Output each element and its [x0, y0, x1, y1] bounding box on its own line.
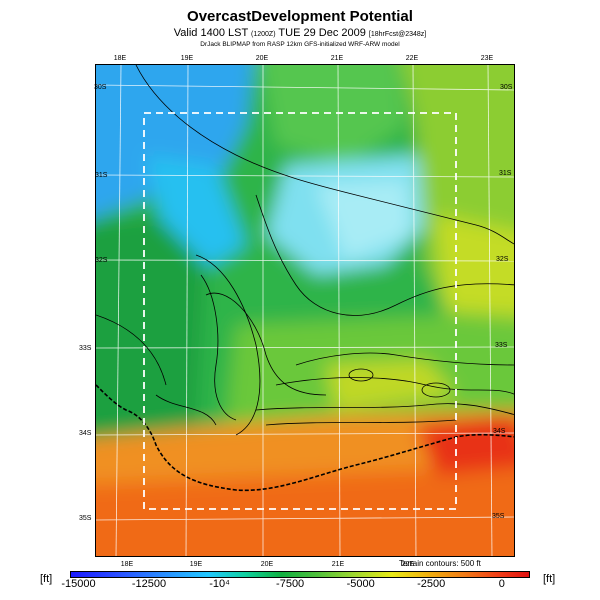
- lat-right-label: 30S: [500, 84, 513, 91]
- overcast-potential-map: [96, 65, 514, 556]
- graticule: [96, 65, 514, 556]
- legend-tick-label: -2500: [417, 578, 446, 590]
- color-scale-bar: [70, 571, 530, 578]
- lon-top-label: 23E: [480, 55, 494, 62]
- legend-tick-label: 0: [498, 578, 505, 590]
- lat-left-label: 33S: [79, 345, 92, 352]
- legend-tick-label: -5000: [346, 578, 375, 590]
- valid-time-utc: (1200Z): [251, 31, 276, 38]
- lon-top-label: 19E: [180, 55, 194, 62]
- lon-bottom-label: 21E: [331, 561, 345, 568]
- lon-top-label: 21E: [330, 55, 344, 62]
- coastline: [96, 384, 514, 492]
- valid-time-main: Valid 1400 LST: [173, 27, 248, 39]
- lat-left-label: 30S: [94, 84, 107, 91]
- lat-right-label: 32S: [496, 256, 509, 263]
- terrain-contour-note: Terrain contours: 500 ft: [399, 559, 481, 568]
- legend-tick-label: -10⁴: [209, 578, 230, 590]
- forecast-hour: [18hrFcst@2348z]: [368, 31, 427, 38]
- domain-boundary: [143, 112, 457, 510]
- legend-tick-label: -12500: [131, 578, 167, 590]
- legend-tick-label: -7500: [276, 578, 305, 590]
- lon-bottom-label: 19E: [189, 561, 203, 568]
- lat-right-label: 31S: [499, 170, 512, 177]
- legend-unit-left: [ft]: [40, 573, 53, 585]
- lon-bottom-label: 18E: [120, 561, 134, 568]
- valid-time: Valid 1400 LST (1200Z) TUE 29 Dec 2009 […: [0, 27, 600, 39]
- lat-right-label: 34S: [493, 428, 506, 435]
- lat-right-label: 35S: [492, 513, 505, 520]
- legend-unit-right: [ft]: [543, 573, 556, 585]
- lat-left-label: 35S: [79, 515, 92, 522]
- map-panel[interactable]: [95, 64, 515, 557]
- lat-left-label: 32S: [95, 257, 108, 264]
- model-credits: DrJack BLIPMAP from RASP 12km GFS-initia…: [200, 41, 400, 48]
- lat-right-label: 33S: [495, 342, 508, 349]
- lon-top-label: 20E: [255, 55, 269, 62]
- legend-tick-label: -15000: [61, 578, 96, 590]
- shaded-field: [96, 65, 514, 556]
- lat-left-label: 31S: [95, 172, 108, 179]
- lon-top-label: 18E: [113, 55, 127, 62]
- lon-top-label: 22E: [405, 55, 419, 62]
- valid-date: TUE 29 Dec 2009: [278, 27, 366, 39]
- lat-left-label: 34S: [79, 430, 92, 437]
- terrain-contours: [96, 65, 514, 436]
- lon-bottom-label: 20E: [260, 561, 274, 568]
- map-title: OvercastDevelopment Potential: [187, 8, 413, 25]
- lon-bottom-label: 22E: [401, 561, 415, 568]
